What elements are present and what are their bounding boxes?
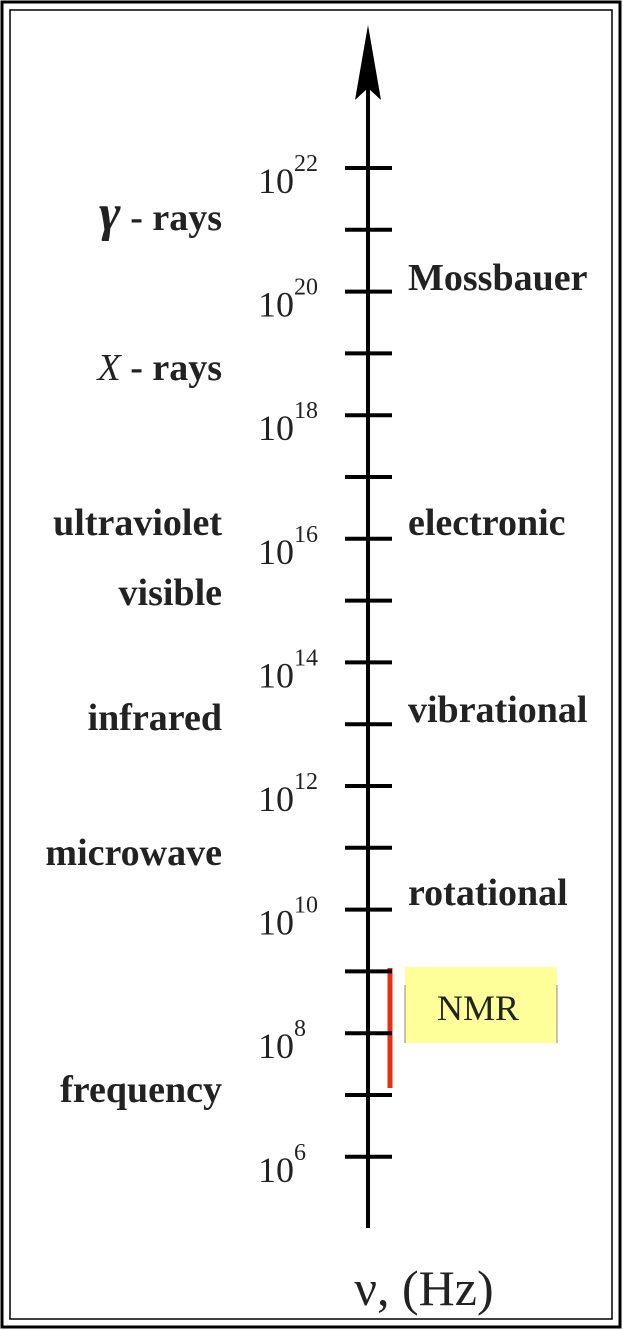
tick-exponent: 22 xyxy=(294,151,318,177)
tick-base: 10 xyxy=(258,1150,294,1190)
transition-label: rotational xyxy=(408,872,568,914)
region-label: γ - rays xyxy=(99,185,222,242)
region-label: visible xyxy=(119,572,222,614)
region-name: frequency xyxy=(60,1069,222,1111)
region-name: visible xyxy=(119,572,222,614)
tick-base: 10 xyxy=(258,1026,294,1066)
region-label: microwave xyxy=(45,832,222,874)
region-label: infrared xyxy=(88,697,222,739)
axis-label: ν, (Hz) xyxy=(354,1260,493,1316)
tick-label: 1016 xyxy=(258,522,318,572)
tick-label: 106 xyxy=(258,1140,306,1190)
transition-label: Mossbauer xyxy=(408,257,588,299)
tick-label: 1012 xyxy=(258,769,318,819)
tick-base: 10 xyxy=(258,655,294,695)
axis-arrow xyxy=(355,25,381,100)
region-name: ultraviolet xyxy=(53,502,222,544)
region-symbol: γ xyxy=(99,185,121,242)
region-name: - rays xyxy=(121,197,222,239)
region-label: ultraviolet xyxy=(53,502,222,544)
tick-label: 1022 xyxy=(258,151,318,201)
region-label: frequency xyxy=(60,1069,222,1111)
tick-exponent: 8 xyxy=(294,1016,306,1042)
nmr-label: NMR xyxy=(437,988,519,1028)
tick-exponent: 16 xyxy=(294,522,318,548)
region-name: infrared xyxy=(88,697,222,739)
inner-frame xyxy=(9,9,613,1320)
tick-exponent: 20 xyxy=(294,275,318,301)
transition-label: vibrational xyxy=(408,689,587,731)
tick-exponent: 14 xyxy=(294,645,318,671)
tick-label: 1014 xyxy=(258,645,318,695)
tick-exponent: 10 xyxy=(294,893,318,919)
tick-base: 10 xyxy=(258,285,294,325)
region-symbol: X xyxy=(95,347,122,389)
tick-label: 1020 xyxy=(258,275,318,325)
tick-base: 10 xyxy=(258,779,294,819)
transition-label: electronic xyxy=(408,502,566,544)
nmr-box xyxy=(405,967,557,1043)
tick-exponent: 12 xyxy=(294,769,318,795)
tick-base: 10 xyxy=(258,903,294,943)
tick-label: 1018 xyxy=(258,398,318,448)
tick-base: 10 xyxy=(258,532,294,572)
region-name: microwave xyxy=(45,832,222,874)
region-label: X - rays xyxy=(95,347,222,389)
tick-base: 10 xyxy=(258,161,294,201)
tick-exponent: 18 xyxy=(294,398,318,424)
tick-exponent: 6 xyxy=(294,1140,306,1166)
tick-label: 1010 xyxy=(258,893,318,943)
region-name: - rays xyxy=(121,347,222,389)
tick-base: 10 xyxy=(258,408,294,448)
tick-label: 108 xyxy=(258,1016,306,1066)
